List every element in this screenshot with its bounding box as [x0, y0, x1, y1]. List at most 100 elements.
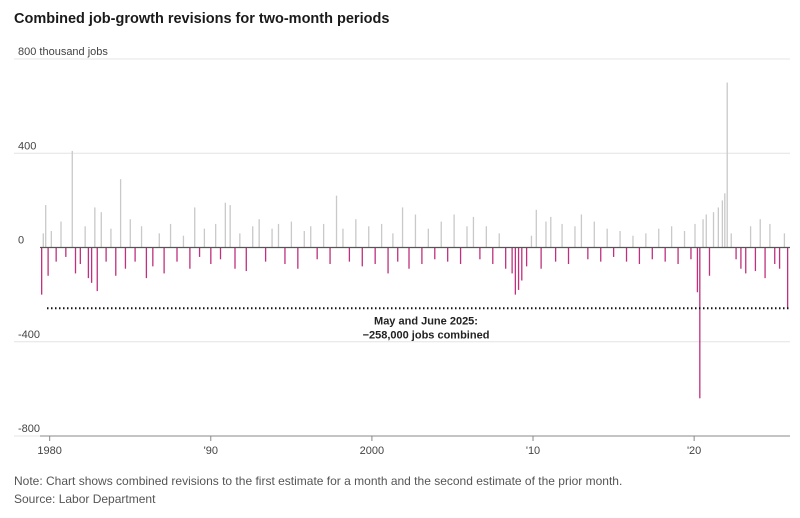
bar-positive	[368, 226, 370, 248]
chart-source: Source: Labor Department	[14, 492, 156, 506]
chart-note: Note: Chart shows combined revisions to …	[14, 474, 623, 488]
bar-positive	[303, 231, 305, 248]
bar-positive	[721, 200, 724, 248]
bar-positive	[42, 233, 44, 248]
bar-negative	[234, 247, 236, 269]
bar-negative	[176, 247, 178, 262]
bar-negative	[625, 247, 628, 262]
bar-negative	[374, 247, 376, 264]
bar-negative	[145, 247, 148, 279]
bar-negative	[740, 247, 742, 269]
bar-positive	[119, 179, 122, 248]
bar-negative	[554, 247, 557, 262]
bar-negative	[735, 247, 737, 260]
bar-positive	[322, 223, 325, 248]
bar-negative	[699, 247, 701, 399]
bar-positive	[717, 207, 719, 248]
y-tick-label: 400	[18, 140, 36, 152]
bar-negative	[696, 247, 699, 293]
bar-negative	[708, 247, 711, 276]
bar-negative	[361, 247, 363, 267]
bar-negative	[245, 247, 247, 272]
bar-negative	[754, 247, 757, 272]
bar-positive	[632, 235, 634, 248]
bar-negative	[329, 247, 331, 264]
bar-positive	[670, 226, 673, 248]
bar-positive	[355, 219, 357, 248]
bar-positive	[335, 195, 338, 248]
bar-negative	[521, 247, 523, 281]
bar-positive	[466, 226, 468, 248]
bar-positive	[380, 223, 383, 248]
bar-negative	[638, 247, 641, 264]
bar-negative	[79, 247, 81, 264]
bar-negative	[778, 247, 781, 269]
bar-negative	[612, 247, 615, 257]
bar-negative	[316, 247, 318, 260]
x-tick-label: 2000	[360, 445, 384, 457]
bar-negative	[90, 247, 93, 283]
bar-positive	[545, 221, 547, 248]
bar-negative	[459, 247, 462, 264]
bar-positive	[783, 233, 786, 248]
bar-positive	[580, 214, 583, 248]
bar-negative	[786, 247, 789, 309]
bar-negative	[511, 247, 513, 274]
bar-positive	[94, 207, 96, 248]
bar-positive	[71, 150, 73, 248]
reference-annotation: May and June 2025: −258,000 jobs combined	[47, 307, 790, 341]
reference-label-line1: May and June 2025:	[374, 315, 478, 327]
bar-positive	[472, 216, 475, 248]
bar-negative	[41, 247, 43, 295]
bar-positive	[271, 228, 273, 248]
bar-positive	[759, 219, 761, 248]
bar-positive	[310, 226, 312, 248]
bar-positive	[182, 235, 185, 248]
bar-positive	[530, 235, 533, 248]
bar-positive	[498, 233, 500, 248]
bar-negative	[163, 247, 165, 274]
bar-positive	[769, 223, 771, 248]
bar-positive	[730, 233, 732, 248]
bar-negative	[264, 247, 267, 262]
bar-negative	[189, 247, 191, 269]
bar-negative	[348, 247, 351, 262]
reference-label-line2: −258,000 jobs combined	[363, 329, 490, 341]
bar-negative	[408, 247, 410, 269]
bar-negative	[677, 247, 679, 264]
bar-negative	[124, 247, 127, 269]
bar-negative	[434, 247, 436, 260]
bar-negative	[284, 247, 286, 264]
axes: 800 thousand jobs 400 0 -400 -800 1980 '90 2000…	[18, 46, 790, 457]
bar-positive	[726, 82, 728, 248]
bar-positive	[50, 231, 52, 248]
bar-positive	[252, 226, 254, 248]
bar-negative	[387, 247, 389, 274]
bar-positive	[645, 233, 647, 248]
bar-positive	[694, 223, 696, 248]
bar-negative	[447, 247, 449, 262]
bar-positive	[427, 228, 429, 248]
bar-negative	[65, 247, 67, 257]
bar-negative	[540, 247, 542, 269]
bar-positive	[229, 205, 231, 248]
bar-positive	[110, 228, 112, 248]
y-tick-label: 800 thousand jobs	[18, 46, 108, 58]
bar-positive	[224, 202, 226, 248]
y-tick-label: -400	[18, 329, 40, 341]
bar-positive	[401, 207, 404, 248]
bar-negative	[96, 247, 98, 292]
bar-positive	[169, 223, 172, 248]
bar-positive	[606, 228, 608, 248]
bar-positive	[194, 207, 196, 248]
bar-positive	[100, 212, 102, 248]
bar-negative	[55, 247, 57, 262]
bar-negative	[47, 247, 49, 276]
bar-positive	[705, 214, 707, 248]
bar-positive	[258, 219, 260, 248]
bar-negative	[105, 247, 107, 262]
y-tick-label: -800	[18, 423, 40, 435]
bar-positive	[535, 209, 537, 248]
y-tick-label: 0	[18, 235, 24, 247]
bar-negative	[514, 247, 516, 295]
